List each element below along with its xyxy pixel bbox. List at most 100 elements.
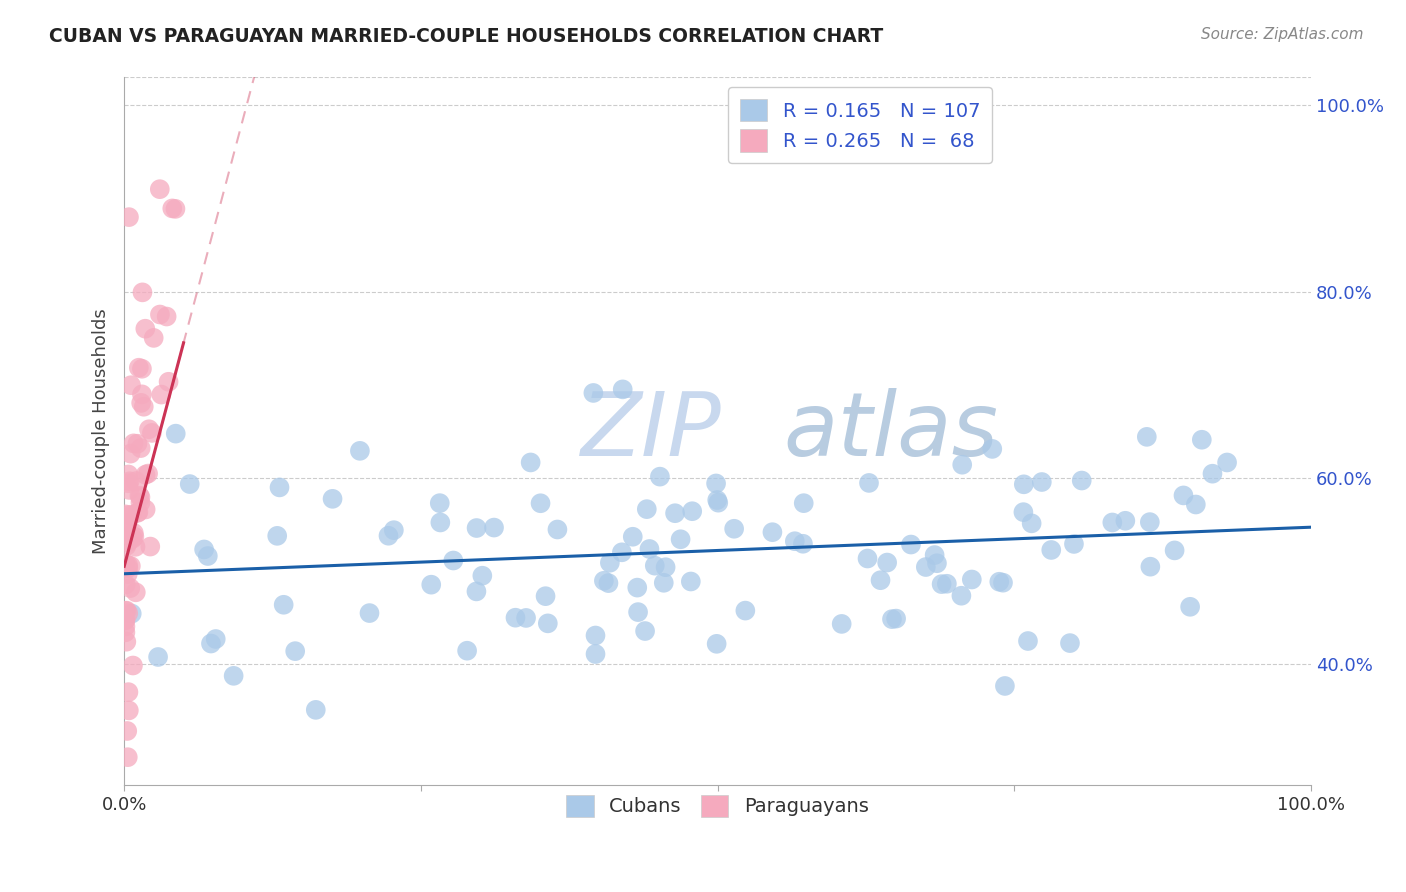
Cubans	[648, 469, 671, 483]
Cubans	[644, 558, 666, 573]
Paraguayans	[128, 360, 150, 375]
Legend: Cubans, Paraguayans: Cubans, Paraguayans	[558, 787, 876, 825]
Paraguayans	[114, 604, 136, 618]
Cubans	[1185, 498, 1208, 512]
Cubans	[734, 604, 756, 618]
Paraguayans	[118, 483, 141, 497]
Paraguayans	[117, 567, 139, 582]
Cubans	[783, 534, 806, 549]
Cubans	[585, 628, 607, 642]
Paraguayans	[118, 210, 141, 224]
Paraguayans	[118, 475, 141, 489]
Paraguayans	[117, 476, 139, 491]
Cubans	[200, 636, 222, 650]
Paraguayans	[125, 474, 148, 488]
Cubans	[1017, 634, 1039, 648]
Y-axis label: Married-couple Households: Married-couple Households	[93, 309, 110, 554]
Cubans	[420, 577, 443, 591]
Paraguayans	[149, 308, 172, 322]
Cubans	[471, 568, 494, 582]
Paraguayans	[115, 634, 138, 648]
Cubans	[681, 504, 703, 518]
Cubans	[382, 523, 405, 537]
Paraguayans	[117, 535, 139, 549]
Paraguayans	[128, 489, 150, 503]
Paraguayans	[121, 532, 143, 546]
Cubans	[612, 383, 634, 397]
Cubans	[322, 491, 344, 506]
Cubans	[1216, 455, 1239, 469]
Paraguayans	[131, 387, 153, 401]
Cubans	[598, 576, 620, 591]
Cubans	[1178, 599, 1201, 614]
Cubans	[537, 616, 560, 631]
Paraguayans	[122, 436, 145, 450]
Cubans	[593, 574, 616, 588]
Cubans	[349, 443, 371, 458]
Cubans	[465, 521, 488, 535]
Paraguayans	[139, 540, 162, 554]
Cubans	[179, 477, 201, 491]
Paraguayans	[114, 526, 136, 541]
Paraguayans	[114, 613, 136, 627]
Paraguayans	[129, 490, 152, 504]
Cubans	[204, 632, 226, 646]
Cubans	[266, 529, 288, 543]
Cubans	[1012, 477, 1035, 491]
Paraguayans	[117, 558, 139, 573]
Cubans	[534, 589, 557, 603]
Paraguayans	[117, 750, 139, 764]
Cubans	[505, 610, 527, 624]
Paraguayans	[141, 425, 163, 440]
Paraguayans	[114, 619, 136, 633]
Cubans	[880, 612, 903, 626]
Cubans	[664, 506, 686, 520]
Cubans	[585, 647, 607, 661]
Cubans	[273, 598, 295, 612]
Cubans	[1040, 543, 1063, 558]
Paraguayans	[120, 581, 142, 595]
Paraguayans	[114, 508, 136, 522]
Paraguayans	[156, 310, 179, 324]
Cubans	[931, 577, 953, 591]
Cubans	[981, 442, 1004, 456]
Cubans	[456, 643, 478, 657]
Cubans	[121, 607, 143, 621]
Cubans	[582, 386, 605, 401]
Cubans	[792, 537, 814, 551]
Cubans	[1059, 636, 1081, 650]
Cubans	[1031, 475, 1053, 489]
Paraguayans	[124, 530, 146, 544]
Cubans	[723, 522, 745, 536]
Paraguayans	[121, 508, 143, 523]
Paraguayans	[162, 202, 184, 216]
Cubans	[884, 611, 907, 625]
Paraguayans	[134, 467, 156, 482]
Cubans	[1012, 505, 1035, 519]
Cubans	[441, 553, 464, 567]
Cubans	[991, 575, 1014, 590]
Cubans	[1201, 467, 1223, 481]
Cubans	[900, 537, 922, 551]
Paraguayans	[117, 606, 139, 620]
Paraguayans	[120, 559, 142, 574]
Paraguayans	[142, 331, 165, 345]
Paraguayans	[165, 202, 187, 216]
Paraguayans	[132, 400, 155, 414]
Paraguayans	[127, 506, 149, 520]
Cubans	[704, 476, 727, 491]
Cubans	[284, 644, 307, 658]
Paraguayans	[135, 502, 157, 516]
Cubans	[146, 650, 169, 665]
Cubans	[429, 516, 451, 530]
Cubans	[831, 616, 853, 631]
Cubans	[707, 496, 730, 510]
Cubans	[197, 549, 219, 563]
Cubans	[193, 542, 215, 557]
Cubans	[654, 560, 676, 574]
Paraguayans	[120, 378, 142, 392]
Cubans	[950, 458, 973, 472]
Cubans	[1163, 543, 1185, 558]
Cubans	[546, 523, 568, 537]
Cubans	[222, 669, 245, 683]
